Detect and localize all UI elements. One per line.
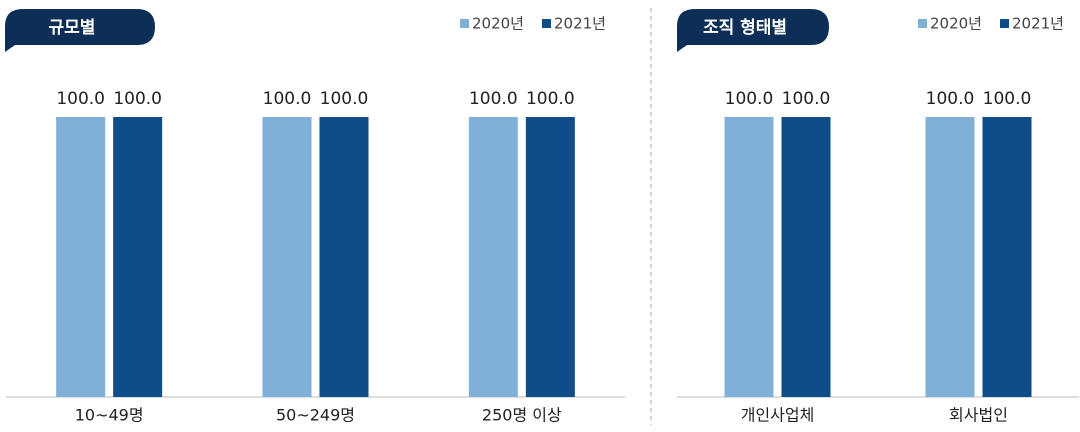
value-label: 100.0: [113, 89, 162, 109]
value-label: 100.0: [983, 89, 1032, 109]
bar: [724, 117, 774, 397]
legend-label: 2021년: [554, 15, 606, 33]
bar: [319, 117, 369, 397]
bar: [113, 117, 163, 397]
x-tick-label: 개인사업체: [741, 406, 815, 425]
value-label: 100.0: [56, 89, 105, 109]
value-label: 100.0: [926, 89, 975, 109]
chart-title: 규모별: [49, 18, 96, 38]
bar: [781, 117, 831, 397]
title-badge: [677, 9, 829, 52]
legend-swatch: [542, 19, 551, 28]
value-label: 100.0: [469, 89, 518, 109]
chart-title: 조직 형태별: [703, 17, 787, 38]
legend-swatch: [1000, 19, 1009, 28]
legend-swatch: [918, 19, 927, 28]
value-label: 100.0: [263, 89, 312, 109]
bar: [262, 117, 312, 397]
legend-label: 2020년: [472, 15, 524, 33]
value-label: 100.0: [320, 89, 369, 109]
title-badge: [5, 9, 155, 52]
legend-swatch: [460, 19, 469, 28]
value-label: 100.0: [725, 89, 774, 109]
x-tick-label: 50~249명: [276, 406, 355, 425]
bar: [925, 117, 975, 397]
bar: [982, 117, 1032, 397]
x-tick-label: 10~49명: [75, 406, 144, 425]
x-tick-label: 회사법인: [949, 406, 1008, 425]
bar: [525, 117, 575, 397]
value-label: 100.0: [526, 89, 575, 109]
bar: [468, 117, 518, 397]
value-label: 100.0: [782, 89, 831, 109]
bar: [56, 117, 106, 397]
x-tick-label: 250명 이상: [482, 406, 562, 425]
legend-label: 2020년: [930, 15, 982, 33]
legend-label: 2021년: [1012, 15, 1064, 33]
